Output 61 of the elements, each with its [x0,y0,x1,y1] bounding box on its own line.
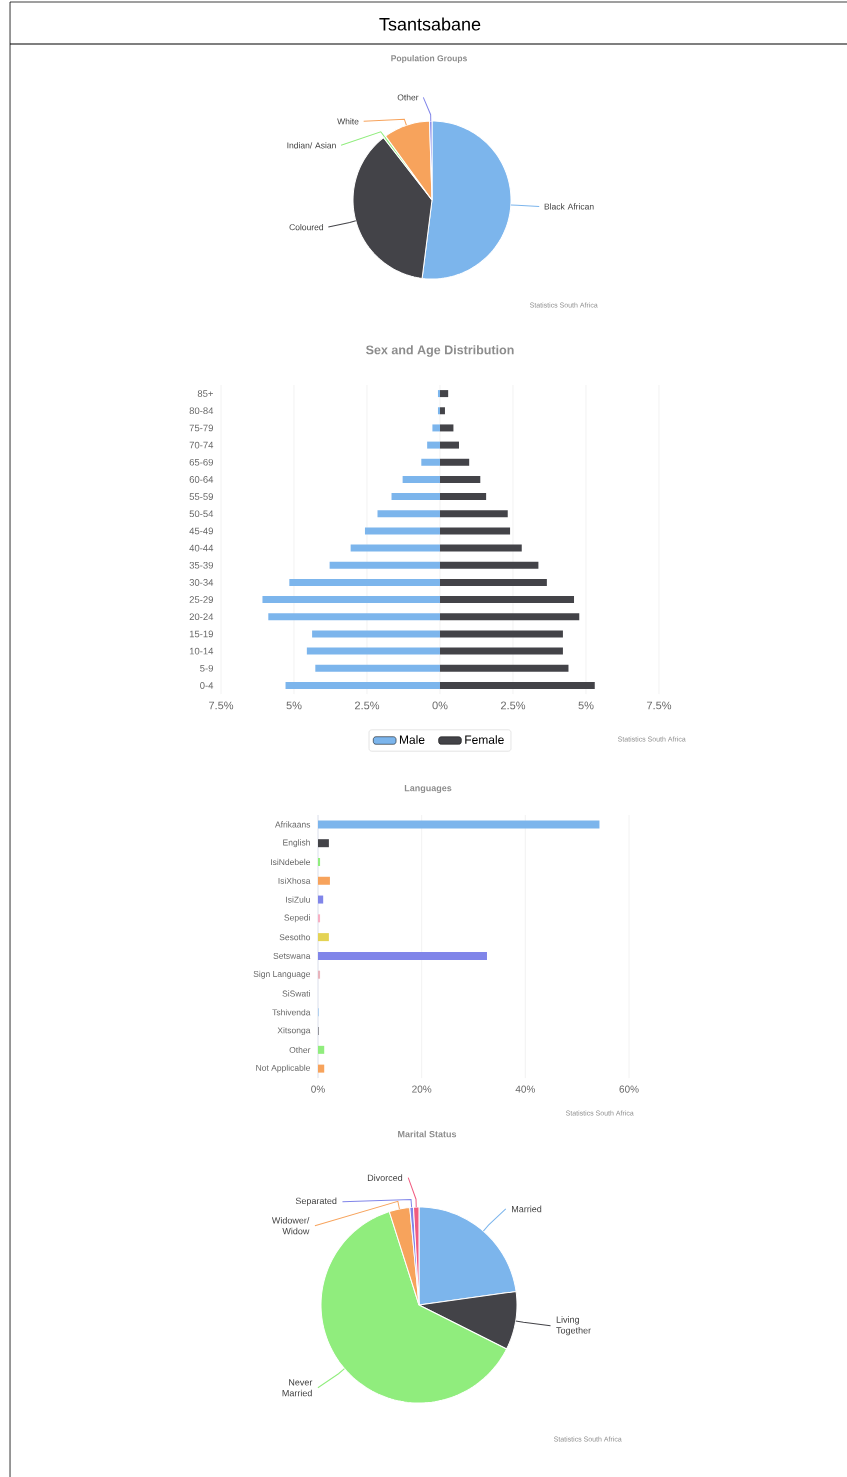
y-tick-label: 65-69 [189,458,213,466]
chart-title: Marital Status [398,1130,457,1138]
y-tick-label: English [283,839,310,848]
slice-label: Coloured [289,223,324,231]
x-tick-label: 7.5% [647,701,672,710]
y-tick-label: Other [289,1046,311,1053]
chart-title: Sex and Age Distribution [366,345,514,357]
y-tick-label: 5-9 [200,664,213,672]
x-tick-label: 20% [412,1085,432,1093]
y-tick-label: 20-24 [189,613,214,621]
chart-title: Languages [404,784,452,794]
y-tick-label: 35-39 [189,561,213,569]
x-tick-label: 5% [286,701,302,710]
y-tick-label: Tshivenda [272,1009,311,1016]
chart-subtitle: Population Groups [391,55,467,63]
slice-label: Black African [544,203,594,210]
slice-label: Divorced [367,1174,403,1181]
y-tick-label: 0-4 [200,682,214,689]
y-tick-label: Sesotho [279,933,311,941]
x-tick-label: 40% [515,1085,535,1093]
y-tick-label: 15-19 [189,630,213,638]
y-tick-label: 80-84 [189,407,214,415]
y-tick-label: IsiXhosa [278,877,311,884]
y-tick-label: IsiNdebele [271,858,311,866]
y-tick-label: Not Applicable [256,1064,311,1073]
chart-title: Tsantsabane [379,17,481,31]
slice-label: Married [512,1205,542,1213]
y-tick-label: Xitsonga [277,1027,311,1036]
y-tick-label: 10-14 [189,647,214,655]
y-tick-label: 85+ [197,390,213,397]
x-tick-label: 2.5% [355,701,380,710]
y-tick-label: 40-44 [189,544,214,552]
y-tick-label: 50-54 [189,510,214,518]
slice-label: Living Together [556,1316,591,1336]
x-tick-label: 0% [432,701,448,710]
y-tick-label: 60-64 [189,476,214,483]
y-tick-label: Afrikaans [275,821,311,828]
slice-label: Widower/ Widow [271,1216,310,1235]
legend-label: Female [465,735,504,744]
y-tick-label: IsiZulu [286,896,310,903]
y-tick-label: 45-49 [189,527,213,535]
slice-label: Other [397,94,419,101]
slice-label: White [337,118,359,125]
y-tick-label: 70-74 [189,441,214,449]
y-tick-label: Sign Language [253,970,311,979]
y-tick-label: Sepedi [284,914,310,923]
x-tick-label: 2.5% [501,701,526,710]
x-tick-label: 60% [619,1085,639,1093]
slice-label: Indian/ Asian [287,142,336,149]
y-tick-label: Setswana [273,952,311,959]
y-tick-label: 55-59 [189,493,213,500]
y-tick-label: 75-79 [189,424,213,432]
x-tick-label: 0% [311,1085,325,1093]
legend-label: Male [399,735,425,744]
y-tick-label: 25-29 [189,596,213,603]
slice-label: Separated [295,1197,337,1206]
x-tick-label: 7.5% [209,701,234,710]
x-tick-label: 5% [578,701,594,710]
y-tick-label: 30-34 [189,579,214,586]
slice-label: Never Married [282,1379,313,1397]
y-tick-label: SiSwati [282,990,310,997]
